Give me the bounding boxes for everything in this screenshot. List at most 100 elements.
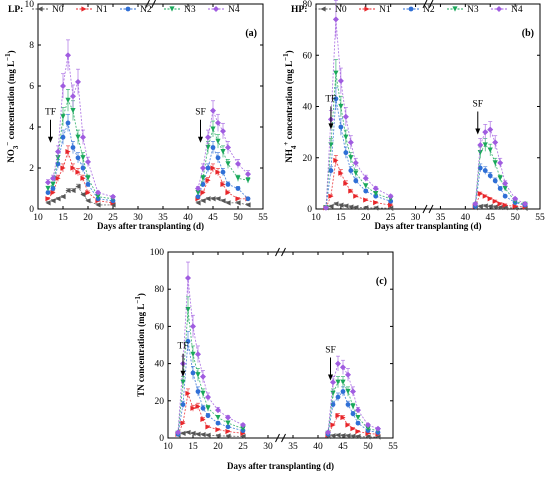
arrow-head	[475, 128, 481, 135]
x-tick-label: 10	[311, 213, 321, 223]
data-point	[482, 168, 488, 173]
data-point	[350, 403, 356, 409]
data-point	[85, 198, 91, 204]
data-point	[372, 185, 379, 192]
data-point	[225, 200, 231, 206]
legend-item-N2: N2	[120, 5, 152, 15]
series-line	[325, 73, 391, 208]
data-point	[343, 150, 349, 156]
data-point	[340, 414, 346, 421]
data-point	[75, 134, 81, 140]
data-point	[180, 402, 186, 407]
y-tick-label: 0	[307, 205, 312, 215]
x-tick-label: 45	[208, 213, 218, 223]
data-point	[195, 351, 201, 358]
data-point	[348, 168, 354, 173]
data-point	[477, 203, 483, 210]
data-point	[328, 203, 334, 210]
panel-label: (b)	[522, 28, 534, 39]
data-point	[333, 96, 339, 102]
data-point	[225, 190, 231, 196]
data-point	[373, 199, 379, 206]
data-point	[502, 193, 508, 199]
axis-break-bottom	[281, 433, 286, 443]
data-point	[75, 78, 81, 85]
data-point	[200, 432, 206, 438]
data-point	[95, 202, 101, 208]
data-point	[225, 424, 231, 430]
data-point	[355, 428, 361, 435]
data-point	[497, 186, 503, 191]
x-tick-label: 35	[436, 213, 446, 223]
data-point	[175, 429, 181, 436]
data-point	[205, 424, 211, 430]
legend-label: N1	[379, 5, 391, 15]
data-point	[340, 364, 346, 371]
data-point	[190, 405, 196, 411]
y-axis-title-part: −1	[134, 296, 142, 304]
x-axis-title: Days after transplanting (d)	[227, 461, 334, 471]
x-tick-label: 30	[411, 213, 421, 223]
data-point	[80, 175, 86, 181]
data-point	[195, 194, 201, 200]
data-point	[205, 405, 211, 411]
x-tick-label: 45	[485, 213, 495, 223]
series-line	[325, 158, 391, 208]
data-point	[355, 414, 361, 421]
data-point	[200, 190, 206, 196]
data-point	[210, 107, 216, 114]
data-point	[220, 169, 226, 175]
data-point	[215, 119, 221, 126]
legend-item-N1: N1	[359, 5, 391, 15]
data-point	[348, 155, 354, 161]
axis-break-top	[275, 247, 280, 257]
annotation-tf: TF	[177, 342, 189, 377]
series-line	[475, 205, 526, 209]
data-point	[195, 403, 201, 409]
x-tick-label: 20	[83, 213, 93, 223]
data-point	[65, 187, 71, 194]
data-point	[205, 177, 211, 183]
x-tick-label: 55	[535, 213, 545, 223]
y-tick-label: 60	[303, 51, 313, 61]
annotation-label: TF	[45, 108, 56, 118]
data-point	[245, 177, 251, 183]
data-point	[245, 196, 251, 202]
x-tick-label: 35	[158, 213, 168, 223]
data-point	[333, 70, 339, 76]
y-tick-label: 0	[29, 205, 34, 215]
series-line	[474, 192, 526, 208]
data-point	[353, 178, 359, 184]
data-point	[345, 402, 351, 407]
chart-panel-c: 10 15 20 25 30 35 40 45 50 55 0 20 40 60 80 100 Days aft…	[134, 247, 398, 471]
data-point	[205, 413, 211, 419]
data-point	[205, 165, 211, 171]
legend: HP: N0 N1 N2 N3 N4	[291, 5, 523, 15]
data-point	[335, 432, 341, 438]
data-point	[335, 360, 341, 367]
data-point	[215, 414, 221, 421]
data-point	[482, 129, 489, 136]
x-tick-label: 15	[188, 442, 198, 452]
legend-marker	[320, 6, 326, 12]
data-point	[487, 126, 494, 133]
data-point	[482, 142, 488, 148]
annotation-label: TF	[177, 342, 188, 352]
data-point	[335, 413, 341, 419]
data-point	[200, 182, 206, 187]
series-line	[47, 99, 114, 200]
data-point	[190, 351, 196, 357]
data-point	[502, 202, 508, 208]
x-tick-label: 10	[33, 213, 43, 223]
series-line	[197, 146, 249, 200]
x-tick-label: 40	[183, 213, 193, 223]
legend-item-N4: N4	[208, 5, 240, 15]
axis-break-top	[281, 247, 286, 257]
data-point	[200, 373, 206, 380]
data-point	[338, 170, 344, 176]
data-point	[60, 165, 66, 171]
data-point	[50, 181, 56, 187]
data-point	[195, 372, 201, 378]
data-point	[220, 181, 226, 187]
data-point	[347, 139, 354, 146]
